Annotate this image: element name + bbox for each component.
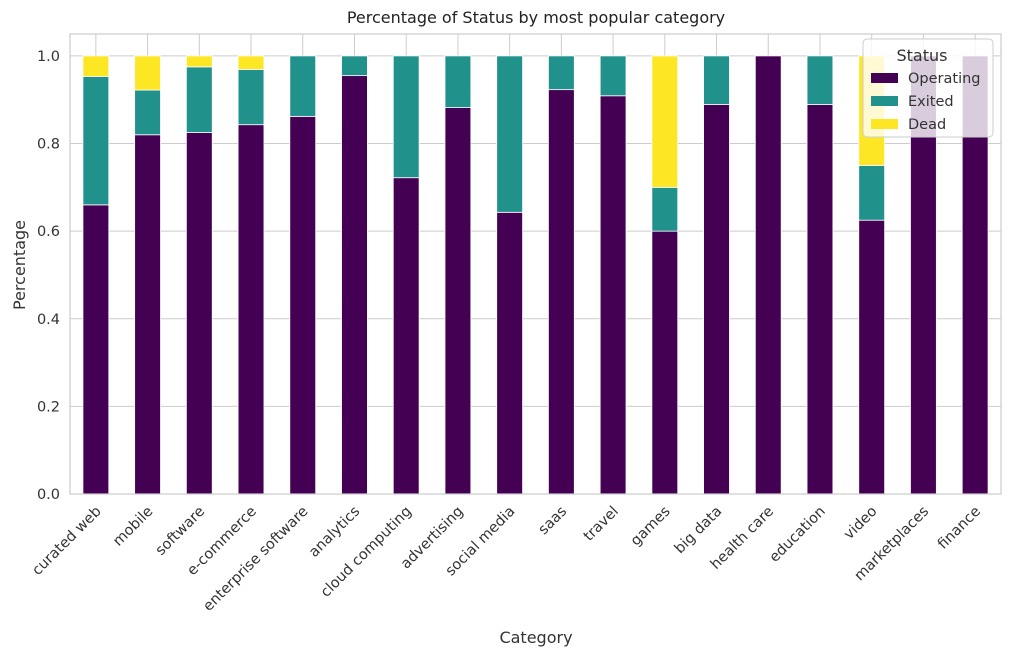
bar-dead-software bbox=[185, 55, 213, 68]
bar-operating-advertising bbox=[444, 107, 472, 495]
bar-exited-curated-web bbox=[82, 76, 110, 206]
legend-label-exited: Exited bbox=[908, 94, 954, 110]
legend-swatch-operating bbox=[871, 73, 898, 83]
bar-operating-enterprise-software bbox=[289, 115, 317, 495]
bar-dead-games bbox=[651, 55, 679, 188]
bar-dead-e-commerce bbox=[237, 55, 265, 70]
bar-operating-cloud-computing bbox=[392, 177, 420, 495]
legend-swatch-exited bbox=[871, 96, 898, 106]
y-tick-label: 0.2 bbox=[37, 399, 60, 415]
bar-operating-health-care bbox=[754, 55, 782, 495]
bar-dead-mobile bbox=[134, 55, 161, 91]
bar-exited-saas bbox=[548, 55, 575, 91]
bar-exited-social-media bbox=[496, 55, 523, 213]
bar-exited-software bbox=[185, 66, 213, 133]
bar-operating-saas bbox=[548, 89, 575, 495]
y-axis-ticks: 0.0 0.2 0.4 0.6 0.8 1.0 bbox=[37, 49, 60, 503]
plot-frame bbox=[69, 33, 1002, 495]
bar-exited-video bbox=[858, 165, 886, 221]
legend-label-dead: Dead bbox=[908, 117, 946, 133]
legend-label-operating: Operating bbox=[908, 71, 981, 87]
bar-exited-games bbox=[651, 186, 679, 232]
bar-exited-mobile bbox=[134, 89, 161, 136]
bar-exited-enterprise-software bbox=[289, 55, 317, 117]
chart-title: Percentage of Status by most popular cat… bbox=[347, 8, 725, 27]
bar-operating-big-data bbox=[703, 104, 730, 495]
bar-operating-curated-web bbox=[82, 204, 110, 495]
legend: Status Operating Exited Dead bbox=[862, 38, 994, 138]
bar-operating-analytics bbox=[341, 75, 368, 495]
y-tick-label: 1.0 bbox=[37, 49, 60, 65]
bar-operating-video bbox=[858, 219, 886, 495]
bar-operating-social-media bbox=[496, 211, 523, 495]
bar-exited-cloud-computing bbox=[392, 55, 420, 179]
bar-exited-analytics bbox=[341, 55, 368, 77]
bar-operating-mobile bbox=[134, 134, 161, 495]
bar-exited-e-commerce bbox=[237, 69, 265, 126]
y-tick-label: 0.6 bbox=[37, 224, 60, 240]
bar-operating-software bbox=[185, 132, 213, 495]
y-tick-label: 0.8 bbox=[37, 137, 60, 153]
bar-exited-advertising bbox=[444, 55, 472, 108]
bar-dead-curated-web bbox=[82, 55, 110, 77]
bar-exited-big-data bbox=[703, 55, 730, 105]
bar-operating-education bbox=[806, 104, 834, 495]
bar-operating-e-commerce bbox=[237, 124, 265, 495]
bar-operating-travel bbox=[599, 95, 627, 495]
x-axis-title: Category bbox=[499, 628, 572, 647]
y-axis-title: Percentage bbox=[10, 220, 29, 310]
bar-exited-travel bbox=[599, 55, 627, 97]
bar-operating-games bbox=[651, 230, 679, 495]
legend-box bbox=[862, 38, 994, 138]
bar-exited-education bbox=[806, 55, 834, 105]
y-tick-label: 0.0 bbox=[37, 487, 60, 503]
legend-title: Status bbox=[897, 46, 948, 65]
y-tick-label: 0.4 bbox=[37, 312, 60, 328]
legend-swatch-dead bbox=[871, 119, 898, 129]
